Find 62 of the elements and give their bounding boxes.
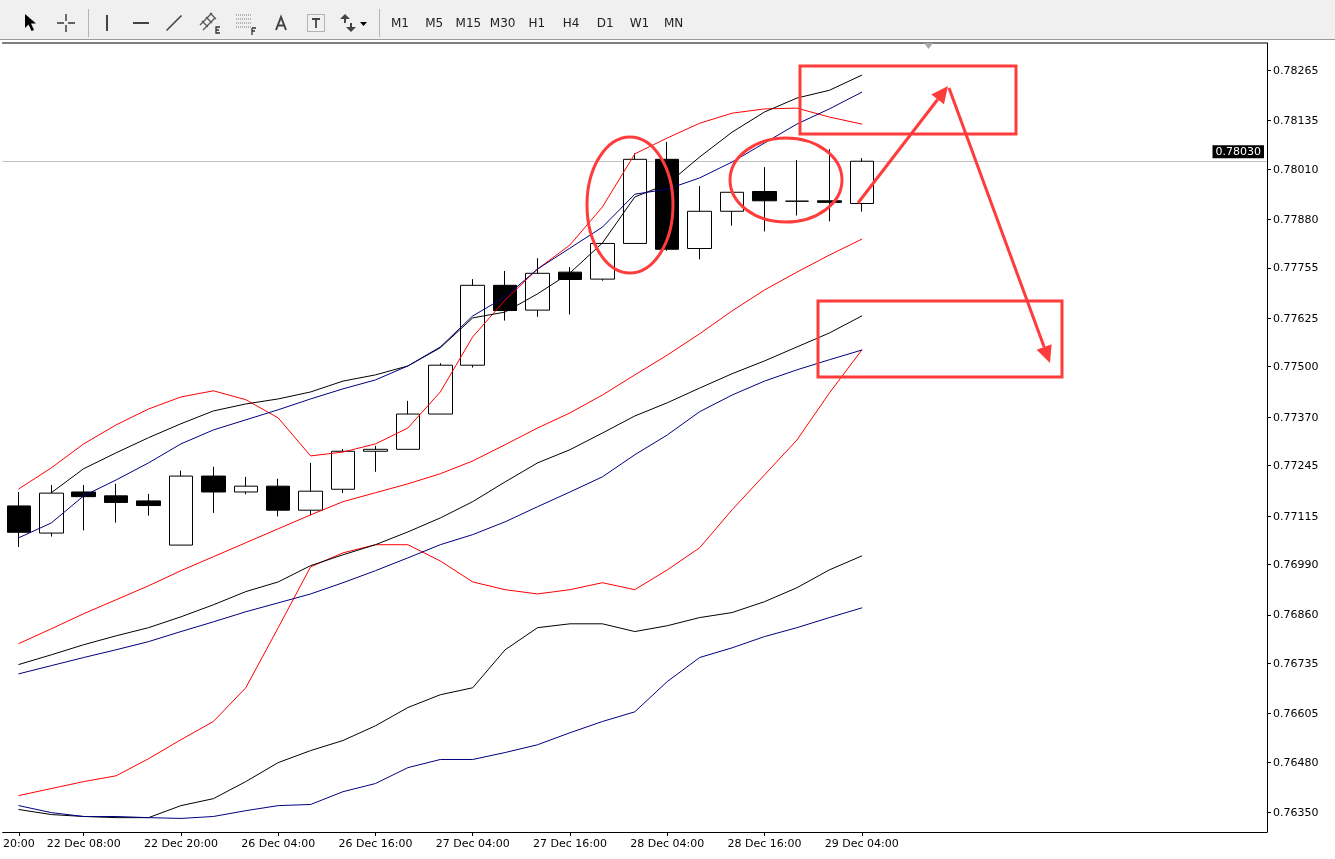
text: D1 bbox=[595, 15, 615, 31]
text: H4 bbox=[561, 15, 581, 31]
x-tick-label: 22 Dec 20:00 bbox=[143, 837, 218, 850]
x-tick-label: 27 Dec 04:00 bbox=[435, 837, 510, 850]
candlestick bbox=[850, 157, 874, 213]
candlestick bbox=[71, 484, 96, 531]
x-tick-label: 26 Dec 04:00 bbox=[241, 837, 316, 850]
candlestick bbox=[266, 478, 290, 517]
y-tick-label: 0.76350 bbox=[1273, 806, 1319, 820]
line-series bbox=[18, 349, 863, 797]
candlestick bbox=[687, 185, 712, 260]
x-tick-label: 20:00 bbox=[2, 837, 35, 850]
candlestick bbox=[331, 448, 355, 494]
ref-line-label: 0.78030 bbox=[1215, 145, 1261, 159]
y-tick-label: 0.77500 bbox=[1273, 360, 1319, 374]
y-tick-label: 0.78265 bbox=[1273, 63, 1319, 77]
x-tick-label: 29 Dec 04:00 bbox=[824, 837, 899, 850]
candlestick bbox=[817, 148, 842, 222]
x-tick-label: 22 Dec 08:00 bbox=[46, 837, 121, 850]
x-tick-label: 27 Dec 16:00 bbox=[532, 837, 607, 850]
y-tick-label: 0.77880 bbox=[1273, 212, 1319, 226]
candlestick bbox=[201, 466, 226, 514]
candlestick bbox=[169, 470, 193, 546]
text: MN bbox=[662, 15, 685, 31]
text: W1 bbox=[628, 15, 651, 31]
x-tick-label: 28 Dec 04:00 bbox=[630, 837, 705, 850]
candlestick bbox=[752, 166, 777, 232]
y-tick-label: 0.77370 bbox=[1273, 410, 1319, 424]
y-tick-label: 0.78010 bbox=[1273, 162, 1319, 176]
y-tick-label: 0.77625 bbox=[1273, 311, 1319, 325]
text: M5 bbox=[424, 15, 445, 31]
candlestick bbox=[428, 362, 453, 415]
line-series bbox=[18, 555, 863, 819]
candlestick bbox=[460, 278, 485, 369]
candlestick bbox=[558, 266, 582, 315]
candlestick bbox=[234, 476, 258, 495]
candlestick bbox=[525, 257, 550, 318]
x-tick-label: 26 Dec 16:00 bbox=[338, 837, 413, 850]
candlestick bbox=[363, 445, 388, 473]
text: M15 bbox=[454, 15, 483, 31]
candlestick bbox=[298, 462, 323, 516]
y-tick-label: 0.76480 bbox=[1273, 755, 1319, 769]
y-tick-label: 0.76860 bbox=[1273, 608, 1319, 622]
y-tick-label: 0.76605 bbox=[1273, 707, 1319, 721]
y-tick-label: 0.77115 bbox=[1273, 509, 1319, 523]
y-tick-label: 0.78135 bbox=[1273, 114, 1319, 128]
candlestick bbox=[623, 153, 647, 244]
y-tick-label: 0.76990 bbox=[1273, 557, 1319, 571]
candlestick bbox=[104, 483, 128, 524]
y-tick-label: 0.77755 bbox=[1273, 261, 1319, 275]
x-tick-label: 28 Dec 16:00 bbox=[727, 837, 802, 850]
text: M1 bbox=[390, 15, 410, 31]
y-tick-label: 0.76735 bbox=[1273, 656, 1319, 670]
y-tick-label: 0.77245 bbox=[1273, 459, 1319, 473]
line-series bbox=[18, 607, 863, 819]
candlestick bbox=[396, 400, 420, 450]
candlestick bbox=[7, 491, 31, 548]
line-series bbox=[18, 238, 863, 645]
candlestick bbox=[136, 493, 161, 517]
candlestick bbox=[785, 159, 809, 217]
text: H1 bbox=[527, 15, 547, 31]
text: M30 bbox=[488, 15, 517, 31]
